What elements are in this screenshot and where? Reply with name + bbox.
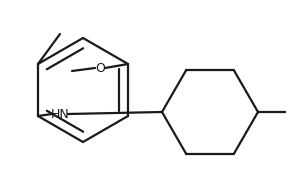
Text: HN: HN: [51, 107, 69, 120]
Text: O: O: [95, 62, 105, 75]
